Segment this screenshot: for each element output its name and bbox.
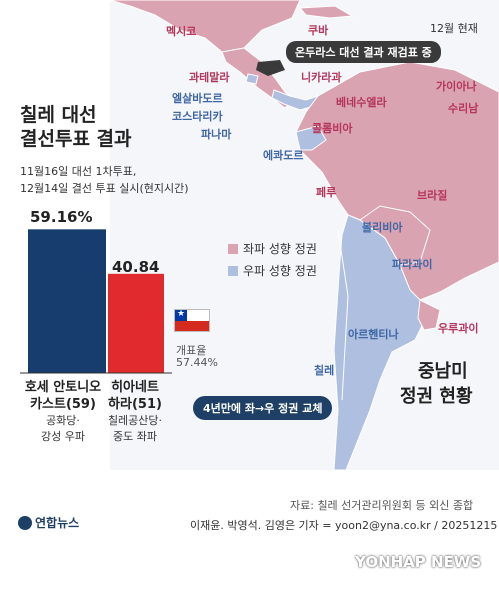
chile-flag-icon: ★ bbox=[174, 309, 210, 332]
legend-right-label: 우파 성향 정권 bbox=[243, 264, 317, 278]
source-note: 자료: 칠레 선거관리위원회 등 외신 종합 bbox=[290, 499, 474, 512]
cuba-shape bbox=[298, 5, 354, 19]
legend-right-swatch bbox=[228, 266, 238, 276]
candidate-kast-party-line1: 공화당· bbox=[46, 414, 80, 427]
yonhap-logo: 연합뉴스 bbox=[18, 514, 79, 531]
count-label: 개표율 bbox=[176, 344, 207, 357]
legend-left-swatch bbox=[228, 244, 238, 254]
label-guyana: 가이아나 bbox=[436, 80, 477, 93]
label-suriname: 수리남 bbox=[448, 102, 479, 115]
uruguay-shape bbox=[417, 299, 441, 331]
subtitle-line1: 11월16일 대선 1차투표, bbox=[20, 165, 137, 178]
candidate-jara-party-line2: 중도 좌파 bbox=[113, 430, 157, 443]
bar-jara bbox=[108, 273, 164, 373]
label-argentina: 아르헨티나 bbox=[348, 328, 399, 341]
legend-left-item: 좌파 성향 정권 bbox=[228, 240, 317, 257]
legend-right-item: 우파 성향 정권 bbox=[228, 262, 317, 279]
candidate-kast-name-line1: 호세 안토니오 bbox=[24, 380, 102, 395]
subtitle-line2: 12월14일 결선 투표 실시(현지시간) bbox=[20, 182, 189, 195]
candidate-jara-name-line2: 하라(51) bbox=[108, 397, 162, 412]
label-nicaragua: 니카라과 bbox=[301, 71, 342, 84]
count-value: 57.44% bbox=[176, 356, 218, 369]
yonhap-logo-icon bbox=[18, 516, 32, 530]
candidate-kast-party-line2: 강성 우파 bbox=[41, 430, 85, 443]
label-guatemala: 과테말라 bbox=[189, 71, 230, 84]
label-mexico: 멕시코 bbox=[166, 25, 197, 38]
label-colombia: 콜롬비아 bbox=[312, 122, 353, 135]
honduras-note-tag: 온두라스 대선 결과 재검표 중 bbox=[286, 41, 441, 63]
label-bolivia: 볼리비아 bbox=[362, 221, 403, 234]
region-title-line2: 정권 현황 bbox=[400, 386, 473, 407]
label-ecuador: 에콰도르 bbox=[263, 149, 304, 162]
regime-change-tag: 4년만에 좌→우 정권 교체 bbox=[193, 396, 333, 420]
region-title-line1: 중남미 bbox=[418, 361, 468, 382]
bar-kast bbox=[28, 229, 106, 373]
ecuador-shape bbox=[295, 125, 327, 151]
credit-line: 이재윤. 박영석. 김영은 기자 = yoon2@yna.co.kr / 202… bbox=[190, 519, 498, 532]
election-bar-chart bbox=[20, 229, 172, 374]
label-cuba: 쿠바 bbox=[308, 24, 329, 37]
legend-left-label: 좌파 성향 정권 bbox=[243, 242, 317, 256]
yonhap-watermark: YONHAP NEWS bbox=[355, 553, 482, 571]
label-costa-rica: 코스타리카 bbox=[172, 110, 223, 123]
label-chile: 칠레 bbox=[314, 364, 335, 377]
date-label: 12월 현재 bbox=[430, 22, 478, 35]
label-el-salvador: 엘살바도르 bbox=[172, 92, 223, 105]
label-uruguay: 우루과이 bbox=[438, 322, 479, 335]
label-venezuela: 베네수엘라 bbox=[336, 96, 387, 109]
title-line2: 결선투표 결과 bbox=[20, 128, 132, 150]
label-panama: 파나마 bbox=[201, 128, 232, 141]
bar-value-label-kast: 59.16% bbox=[30, 208, 93, 226]
title-line1: 칠레 대선 bbox=[20, 104, 97, 126]
candidate-kast-name-line2: 카스트(59) bbox=[30, 397, 96, 412]
label-peru: 페루 bbox=[316, 186, 337, 199]
label-paraguay: 파라과이 bbox=[392, 258, 433, 271]
honduras-shape bbox=[256, 60, 285, 76]
yonhap-logo-text: 연합뉴스 bbox=[35, 516, 80, 530]
southern-cone-shape bbox=[333, 214, 426, 471]
el-salvador-shape bbox=[245, 73, 259, 85]
label-brazil: 브라질 bbox=[417, 189, 448, 202]
candidate-jara-name-line1: 히아네트 bbox=[111, 380, 159, 395]
candidate-jara-party-line1: 칠레공산당· bbox=[107, 414, 163, 427]
bar-value-label-jara: 40.84 bbox=[112, 258, 160, 276]
